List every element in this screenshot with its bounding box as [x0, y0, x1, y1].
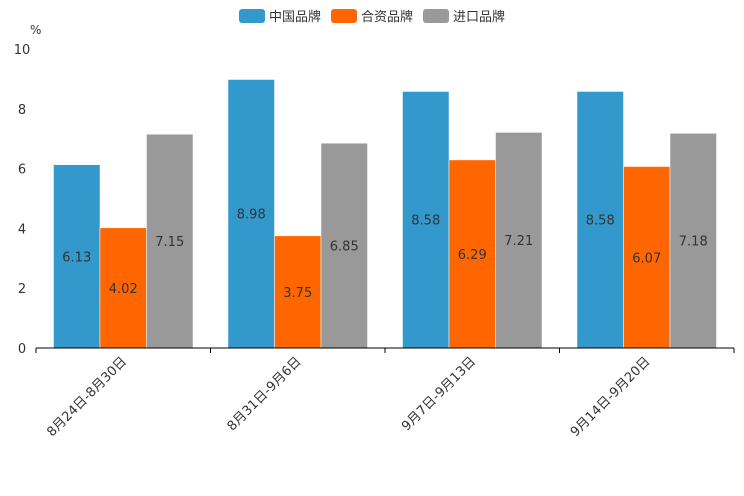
bar	[402, 91, 450, 349]
y-tick-label: 8	[18, 103, 26, 118]
bar	[274, 235, 322, 349]
y-tick-label: 0	[18, 342, 26, 357]
bar	[576, 91, 624, 349]
y-tick-label: 2	[18, 282, 26, 297]
bar	[448, 159, 496, 349]
legend-swatch	[423, 9, 449, 23]
x-tick-label: 8月24日-8月30日	[44, 354, 130, 440]
data-labels: 6.13 4.02 7.15 8.98 3.75 6.85 8.58 6.29 7.21 8.58…	[62, 208, 707, 301]
data-label: 8.98	[237, 208, 266, 223]
legend: 中国品牌 合资品牌 进口品牌	[239, 9, 505, 25]
data-label: 7.15	[155, 235, 184, 250]
bar	[99, 227, 147, 349]
legend-label: 中国品牌	[269, 9, 321, 25]
bar	[146, 133, 194, 349]
y-axis-unit-label: %	[30, 23, 41, 37]
bars	[53, 79, 717, 349]
bar	[669, 133, 717, 349]
data-label: 6.85	[330, 240, 359, 255]
data-label: 8.58	[411, 214, 440, 229]
bar	[320, 142, 368, 349]
data-label: 4.02	[109, 282, 138, 297]
y-tick-label: 4	[18, 222, 26, 237]
x-axis-ticks: 8月24日-8月30日 8月31日-9月6日 9月7日-9月13日 9月14日-9月2…	[35, 348, 735, 440]
bar	[227, 79, 275, 349]
data-label: 6.07	[632, 251, 661, 266]
data-label: 7.21	[504, 234, 533, 249]
data-label: 8.58	[586, 214, 615, 229]
data-label: 6.13	[62, 250, 91, 265]
data-label: 7.18	[679, 235, 708, 250]
x-tick-label: 9月7日-9月13日	[399, 354, 479, 434]
data-label: 3.75	[283, 286, 312, 301]
bar	[53, 164, 101, 349]
legend-swatch	[331, 9, 357, 23]
y-axis-ticks: 0 2 4 6 8 10	[14, 43, 31, 357]
legend-label: 进口品牌	[453, 9, 505, 25]
data-label: 6.29	[458, 248, 487, 263]
legend-label: 合资品牌	[361, 9, 413, 25]
y-tick-label: 6	[18, 163, 26, 178]
legend-swatch	[239, 9, 265, 23]
x-tick-label: 8月31日-9月6日	[225, 354, 305, 434]
x-tick-label: 9月14日-9月20日	[568, 354, 654, 440]
y-tick-label: 10	[14, 43, 31, 58]
